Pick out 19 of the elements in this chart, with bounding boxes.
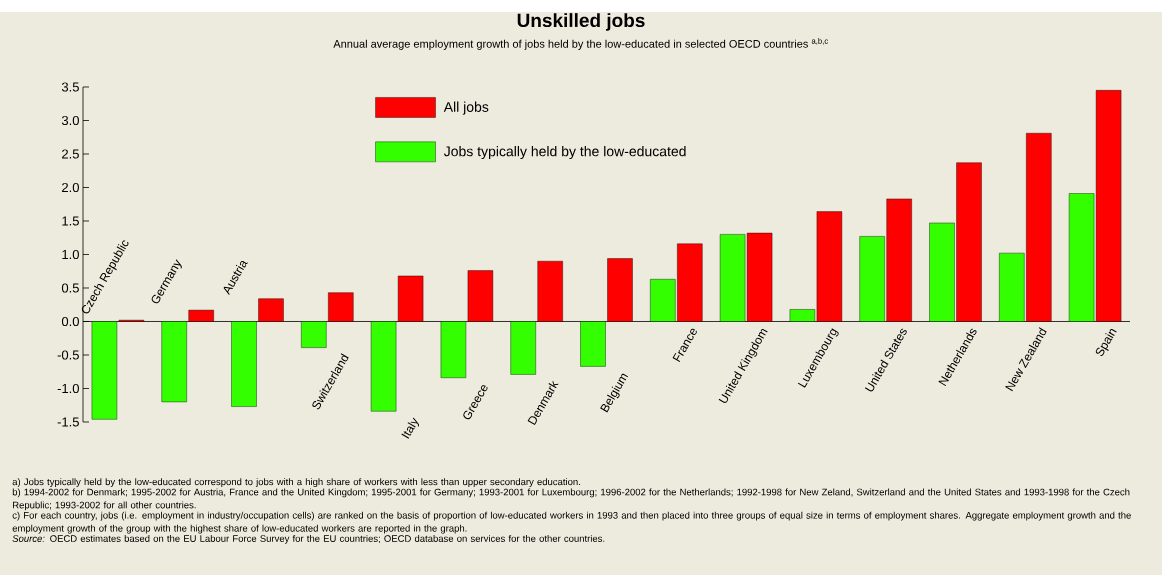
legend-label: All jobs — [443, 101, 489, 115]
y-tick-label: 2.5 — [62, 149, 79, 159]
y-tick-label: 0.0 — [61, 316, 79, 327]
y-tick-label: 2.0 — [62, 182, 79, 193]
text: a) Jobs typically held by the low-educated correspond to jobs with a high share of workers with less than upper secondary education. — [12, 478, 580, 488]
text: b) 1994-2002 for Denmark; 1995-2002 for Austria, France and the United Kingdom; 1995-2001 for Germany; 1993-2001 for Luxembourg; 1996-2002 for the Netherlands; 1992-1998 for New Zeland, Switzerland and the United States and 1993-1998 for the Czech Republic; 1993-2002 for all other countries. — [12, 488, 1130, 511]
y-tick-label: 1.0 — [62, 249, 79, 260]
y-tick-label: 0.5 — [61, 283, 79, 293]
y-tick-label: 3.0 — [61, 115, 79, 126]
y-tick-label: -1.0 — [57, 383, 79, 394]
text: Source: OECD estimates based on the EU Labour Force Survey for the EU countries; OECD database on services for the other countries. — [12, 534, 605, 544]
text: c) For each country, jobs (i.e. employment in industry/occupation cells) are ranked on the basis of proportion of low-educated workers in 1993 and then placed into three groups of equal size in terms of employment shares. Aggregate employment growth and the employment growth of the group with the highest share of low-educated workers are reported in the graph. — [12, 511, 1131, 534]
legend-label: Jobs typically held by the low-educated — [443, 146, 686, 160]
chart-title: Unskilled jobs — [517, 13, 645, 31]
y-tick-label: -1.5 — [57, 417, 79, 427]
y-tick-label: -0.5 — [57, 350, 79, 360]
y-tick-label: 1.5 — [62, 216, 79, 226]
chart-subtitle: Annual average employment growth of jobs held by the low-educated in selected OECD countries $^{a,b,c}$ — [333, 38, 828, 50]
y-tick-label: 3.5 — [61, 82, 79, 92]
